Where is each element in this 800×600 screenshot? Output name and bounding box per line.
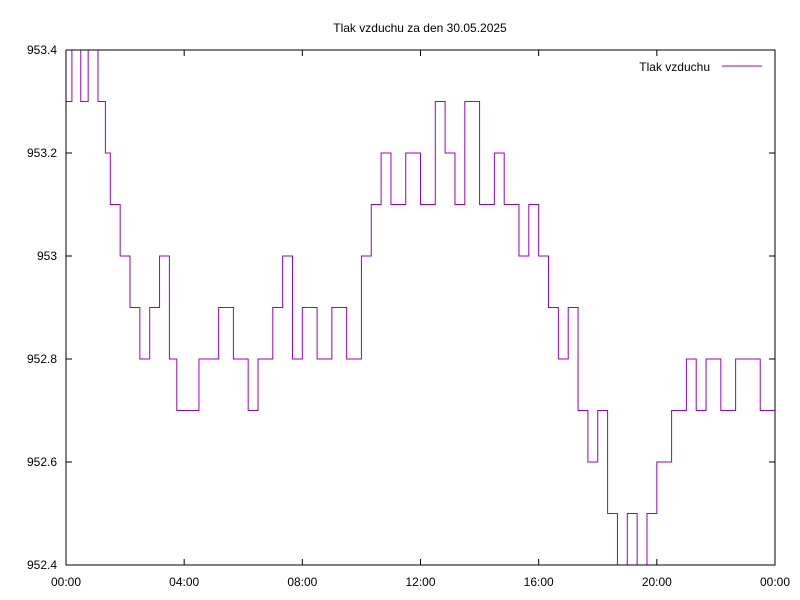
x-tick-label: 16:00 [524,575,554,589]
y-tick-label: 952.6 [27,455,57,469]
y-tick-label: 953.2 [27,146,57,160]
y-tick-label: 952.4 [27,558,57,572]
chart-title: Tlak vzduchu za den 30.05.2025 [333,21,507,35]
y-tick-label: 952.8 [27,352,57,366]
x-tick-label: 04:00 [169,575,199,589]
x-tick-label: 00:00 [51,575,81,589]
x-tick-label: 08:00 [287,575,317,589]
legend-label: Tlak vzduchu [639,60,710,74]
legend: Tlak vzduchu [639,60,762,74]
y-tick-label: 953 [37,249,57,263]
y-axis: 953.4 953.2 953 952.8 952.6 952.4 [27,43,775,572]
series-line-tlak-vzduchu [66,49,776,566]
y-tick-label: 953.4 [27,43,57,57]
x-tick-label: 20:00 [642,575,672,589]
x-tick-label: 00:00 [760,575,790,589]
plot-frame [65,49,776,566]
x-tick-label: 12:00 [405,575,435,589]
